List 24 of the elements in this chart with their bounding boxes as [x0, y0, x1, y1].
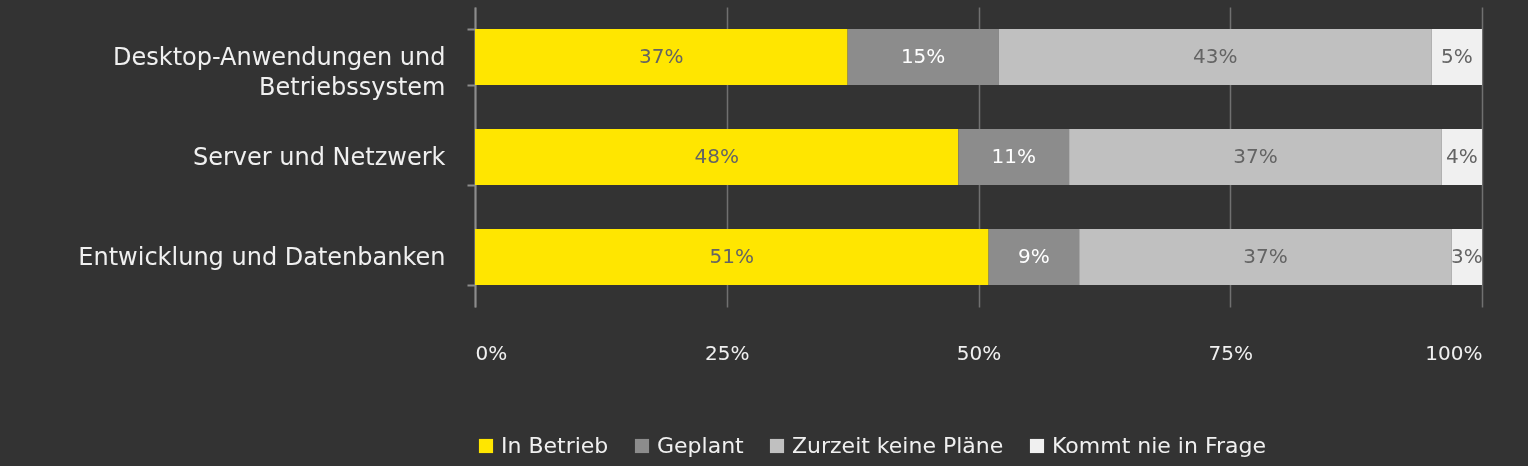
legend-label: Kommt nie in Frage: [1052, 433, 1266, 458]
data-label: 11%: [991, 144, 1036, 168]
data-label: 37%: [639, 44, 684, 68]
legend-label: In Betrieb: [501, 433, 609, 458]
data-label: 37%: [1243, 244, 1288, 268]
y-tick-label: Server und Netzwerk: [192, 142, 446, 171]
y-tick-label: Desktop-Anwendungen und Betriebssystem: [113, 42, 446, 101]
data-label: 5%: [1440, 44, 1473, 68]
legend-label: Geplant: [657, 433, 745, 458]
data-label: 3%: [1451, 244, 1483, 268]
y-tick-label: Entwicklung und Datenbanken: [78, 242, 446, 271]
data-label: 43%: [1192, 44, 1238, 68]
x-tick-label: 50%: [956, 340, 1002, 365]
data-label: 9%: [1018, 244, 1050, 268]
data-label: 51%: [709, 244, 755, 268]
x-tick-label: 75%: [1208, 340, 1253, 365]
data-label: 4%: [1445, 144, 1478, 168]
data-label: 48%: [694, 144, 739, 168]
data-label: 37%: [1233, 144, 1278, 168]
data-label: 15%: [900, 44, 946, 68]
x-tick-label: 0%: [475, 340, 508, 365]
x-tick-label: 25%: [705, 340, 750, 365]
legend-label: Zurzeit keine Pläne: [792, 433, 1004, 458]
x-tick-label: 100%: [1425, 340, 1483, 365]
